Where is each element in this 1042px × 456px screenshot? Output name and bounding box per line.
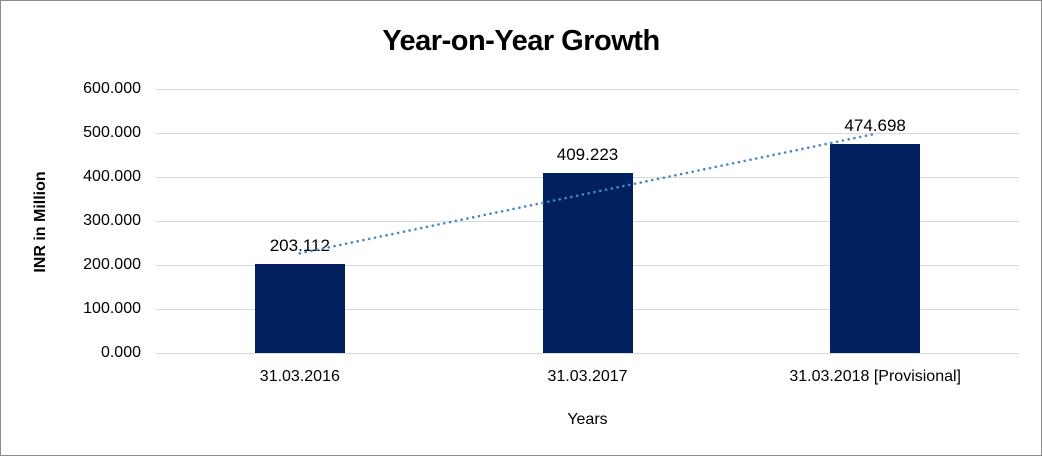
bar-value-label: 409.223 [556,144,619,164]
gridline [156,88,1019,90]
x-tick-label: 31.03.2016 [259,368,340,385]
x-tick-label: 31.03.2017 [547,368,628,385]
y-tick-label: 100.000 [83,300,141,317]
trendline-path [298,132,877,255]
x-tick-label: 31.03.2018 [Provisional] [789,368,961,385]
y-tick-label: 200.000 [83,256,141,273]
gridline [156,352,1019,354]
trendline [298,132,877,255]
bar [830,144,921,353]
bar [254,263,345,353]
y-tick-label: 300.000 [83,212,141,229]
gridline [156,132,1019,134]
y-tick-label: 0.000 [100,344,141,361]
y-tick-label: 600.000 [83,80,141,97]
bar-value-label: 203.112 [269,235,330,255]
bar [542,172,633,353]
bar-value-label: 474.698 [844,116,906,136]
plot-area: 203.112 409.223 474.698 [156,88,1019,354]
y-tick-label: 400.000 [83,168,141,185]
chart-title: Year-on-Year Growth [382,25,660,57]
y-tick-label: 500.000 [83,124,141,141]
x-axis-title: Years [567,411,608,428]
